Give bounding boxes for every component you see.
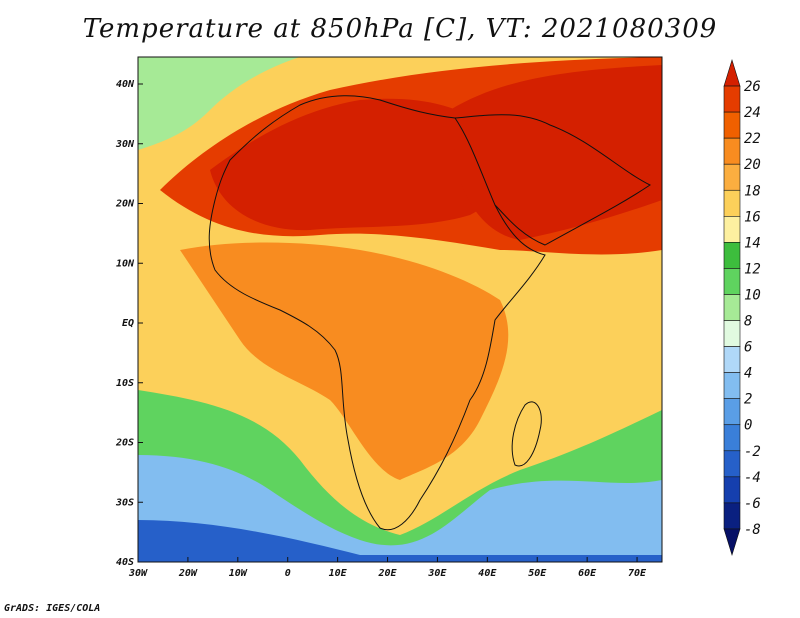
y-tick-label: 20S — [115, 438, 134, 449]
colorbar-label: 6 — [744, 340, 752, 356]
x-tick-label: 70E — [628, 568, 647, 579]
x-tick-label: 50E — [528, 568, 547, 579]
colorbar-label: 24 — [744, 105, 761, 121]
y-tick-label: 20N — [115, 199, 135, 210]
colorbar-swatch — [723, 476, 741, 504]
colorbar-swatch — [723, 372, 741, 399]
colorbar-swatch — [723, 85, 741, 113]
x-tick-label: 20E — [377, 568, 397, 579]
colorbar-swatch — [723, 58, 741, 87]
y-axis-ticks: 40N 30N 20N 10N EQ 10S 20S 30S 40S — [115, 79, 143, 568]
x-tick-label: 0 — [285, 568, 291, 579]
colorbar-label: 14 — [744, 235, 761, 251]
y-tick-label: 40N — [116, 79, 135, 90]
ocean-colder-band — [138, 520, 662, 562]
y-tick-label: 10S — [116, 378, 134, 389]
central-warm — [180, 242, 509, 480]
north-ocean-cool — [138, 57, 300, 150]
colorbar-label: 18 — [744, 183, 761, 199]
chart-title: Temperature at 850hPa [C], VT: 202108030… — [82, 14, 718, 44]
arabia-hot-region — [450, 65, 662, 240]
colorbar-label: 8 — [744, 314, 752, 330]
colorbar-swatch — [723, 242, 741, 269]
colorbar-swatch — [723, 189, 741, 217]
colorbar-swatch — [723, 268, 741, 295]
africa-coastline — [208, 95, 546, 531]
colorbar-swatch — [723, 320, 741, 347]
y-tick-label: 30S — [115, 497, 134, 508]
colorbar-swatch — [723, 346, 741, 373]
madagascar-coastline — [511, 401, 542, 467]
x-tick-label: 30E — [427, 568, 447, 579]
colorbar-label: -8 — [744, 522, 761, 538]
x-tick-label: 40E — [478, 568, 497, 579]
colorbar-swatch — [723, 163, 741, 191]
colorbar-label: 20 — [744, 157, 761, 173]
colorbar-label: 12 — [744, 261, 761, 277]
y-tick-label: EQ — [122, 318, 134, 329]
y-tick-label: 10N — [116, 258, 135, 269]
colorbar-swatch — [723, 398, 741, 426]
colorbar-label: 4 — [744, 366, 752, 382]
sahara-hot-region — [210, 98, 509, 231]
arabia-coastline — [454, 114, 651, 246]
x-tick-label: 30W — [128, 568, 148, 579]
colorbar-label: -4 — [744, 470, 761, 486]
x-tick-label: 10W — [229, 568, 248, 579]
x-axis-ticks: 30W 20W 10W 0 10E 20E 30E 40E 50E 60E 70E — [128, 557, 647, 579]
colorbar-label: 10 — [744, 287, 761, 303]
colorbar-label: 2 — [744, 392, 752, 408]
x-tick-label: 60E — [578, 568, 597, 579]
credit-text: GrADS: IGES/COLA — [4, 603, 101, 614]
colorbar-swatch — [723, 294, 741, 321]
colorbar-swatch — [723, 528, 741, 557]
colorbar-swatch — [723, 450, 741, 478]
colorbar-swatch — [723, 137, 741, 165]
colorbar-label: 0 — [744, 418, 752, 434]
y-tick-label: 40S — [116, 557, 134, 568]
y-tick-label: 30N — [115, 139, 135, 150]
colorbar-swatch — [723, 424, 741, 452]
colorbar-label: 16 — [744, 209, 761, 225]
colorbar-label: 22 — [744, 131, 761, 147]
colorbar-swatch — [723, 502, 741, 530]
x-tick-label: 20W — [178, 568, 198, 579]
temperature-field — [138, 57, 662, 562]
colorbar-label: -2 — [744, 444, 761, 460]
map-frame — [137, 56, 663, 563]
colorbar-label: 26 — [744, 79, 761, 95]
colorbar-swatch — [723, 216, 741, 243]
x-tick-label: 10E — [329, 568, 348, 579]
colorbar-label: -6 — [744, 496, 761, 512]
colorbar-swatch — [723, 111, 741, 139]
